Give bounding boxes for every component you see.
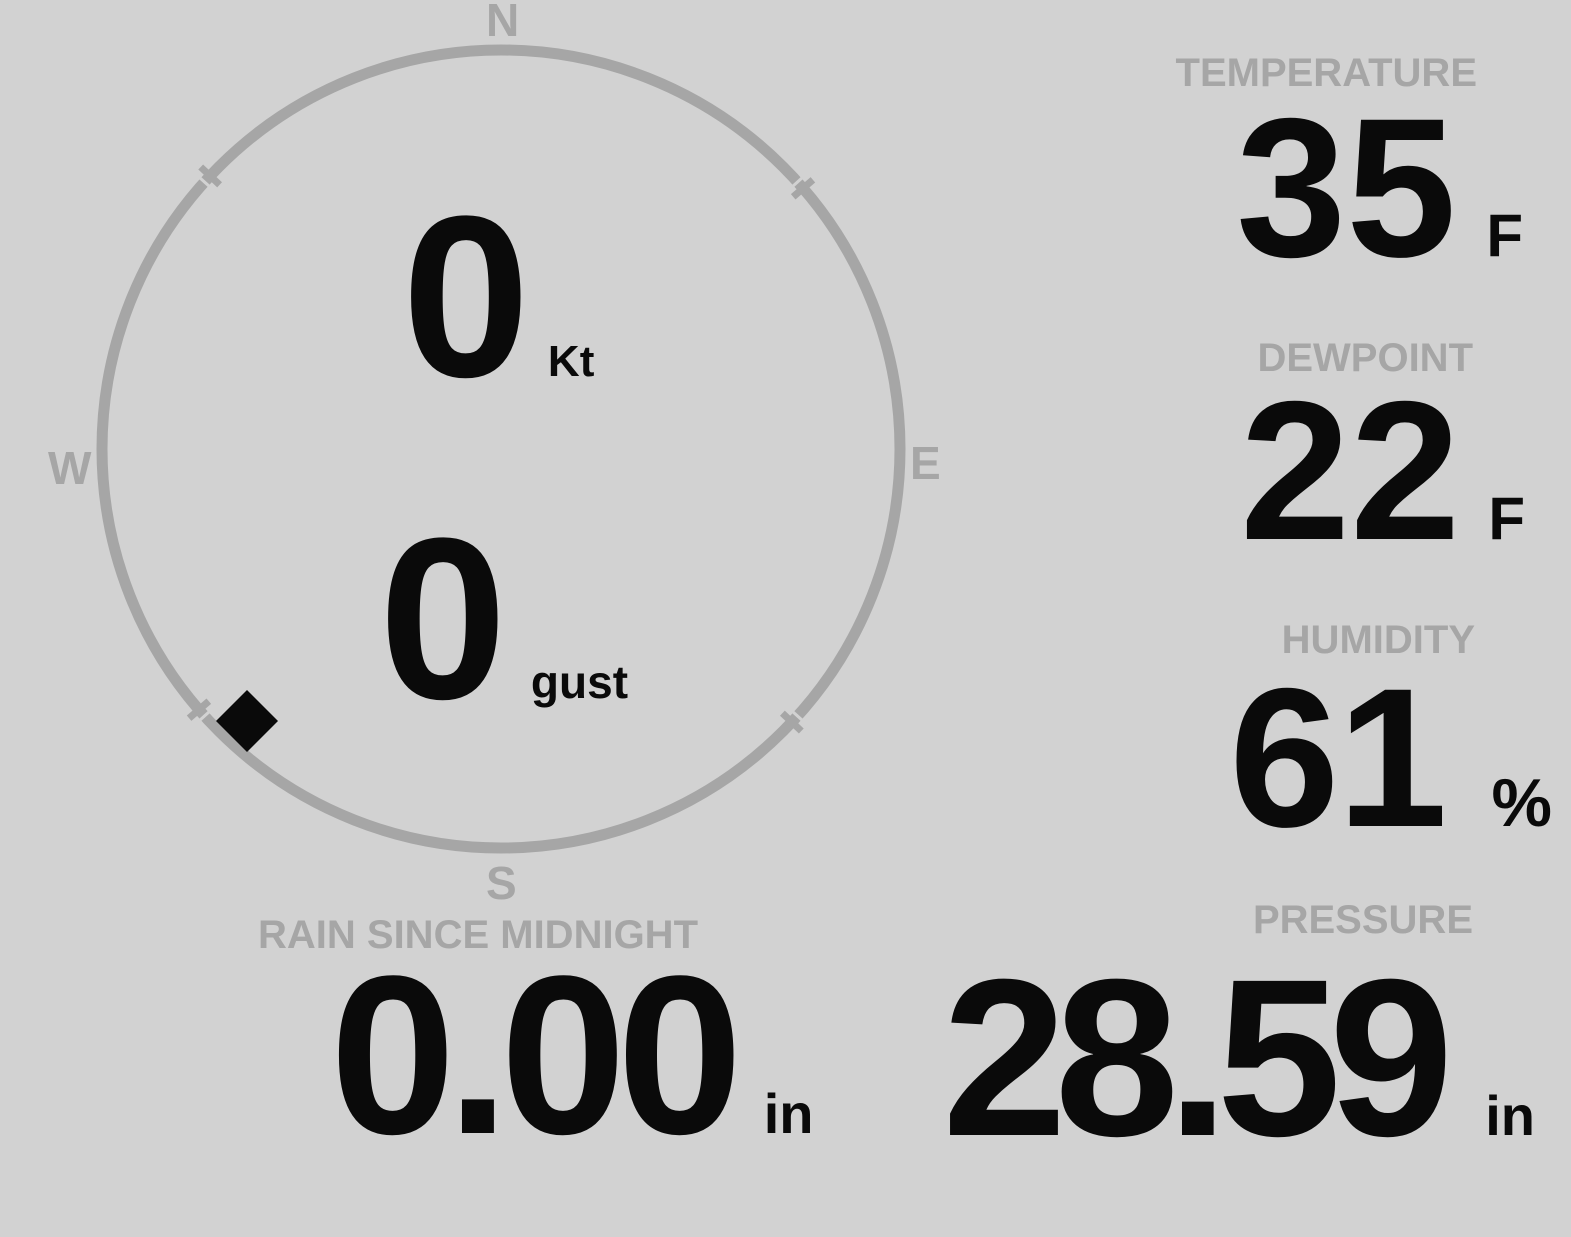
pressure-unit: in xyxy=(1485,1084,1535,1147)
humidity-unit: % xyxy=(1491,765,1552,841)
dewpoint-label: DEWPOINT xyxy=(1257,336,1473,380)
wind-gust-reading: 0 gust xyxy=(379,504,628,734)
wind-speed-unit: Kt xyxy=(547,337,595,386)
rain-since-midnight-reading: 0.00 in xyxy=(330,942,813,1168)
temperature-label: TEMPERATURE xyxy=(1175,51,1477,95)
wind-speed-value: 0 xyxy=(402,168,530,425)
compass-ring xyxy=(96,44,906,854)
pressure-value: 28.59 xyxy=(942,933,1453,1183)
humidity-value: 61 xyxy=(1229,647,1447,868)
compass-north-label: N xyxy=(486,0,520,46)
rain-unit: in xyxy=(763,1082,814,1145)
compass-east-label: E xyxy=(910,437,941,489)
dewpoint-value: 22 xyxy=(1240,360,1461,581)
temperature-unit: F xyxy=(1486,202,1523,269)
wind-gust-unit: gust xyxy=(530,656,629,708)
compass-intercardinal-ticks xyxy=(186,164,816,734)
humidity-label: HUMIDITY xyxy=(1281,618,1475,662)
pressure-label: PRESSURE xyxy=(1252,898,1473,942)
compass-tick-gaps xyxy=(191,170,811,728)
dewpoint-unit: F xyxy=(1488,485,1525,552)
rain-value: 0.00 xyxy=(330,928,743,1181)
wind-speed-reading: 0 Kt xyxy=(402,182,594,412)
wind-gust-value: 0 xyxy=(379,490,507,747)
dewpoint-reading: 22 F xyxy=(1240,372,1525,570)
compass-south-label: S xyxy=(486,857,517,909)
humidity-reading: 61 % xyxy=(1229,659,1552,857)
temperature-value: 35 xyxy=(1236,77,1457,298)
rain-since-midnight-label: RAIN SINCE MIDNIGHT xyxy=(258,913,698,957)
wind-direction-marker xyxy=(216,690,278,752)
temperature-reading: 35 F xyxy=(1236,89,1523,287)
compass-west-label: W xyxy=(48,442,92,494)
pressure-reading: 28.59 in xyxy=(942,946,1535,1170)
